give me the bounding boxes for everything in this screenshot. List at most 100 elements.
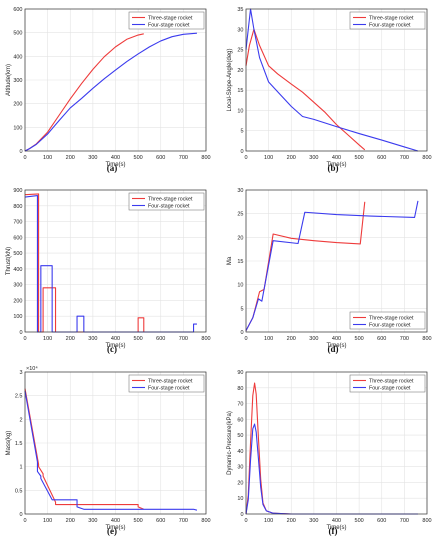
y-tick-label: 50: [237, 433, 243, 439]
y-tick-label: 1: [19, 465, 22, 471]
y-axis-label: Dynamic-Pressure(kPa): [227, 411, 233, 475]
x-tick-label: 0: [244, 336, 247, 342]
y-tick-label: 500: [13, 31, 22, 37]
panel-caption: (a): [107, 163, 118, 173]
legend-entry: Three-stage rocket: [369, 16, 414, 22]
x-tick-label: 100: [264, 155, 273, 161]
x-axis-label: Time(s): [105, 343, 125, 349]
x-tick-label: 800: [201, 155, 210, 161]
y-tick-label: 2.5: [15, 394, 23, 400]
y-tick-label: 400: [13, 54, 22, 60]
x-tick-label: 500: [134, 518, 143, 524]
x-tick-label: 400: [332, 336, 341, 342]
panel-e: 0 100 200 300 400 500 600 700 800 0 0.5 1 1.5 2 2.5 3 ×1…: [6, 365, 211, 536]
y-tick-label: 70: [237, 402, 243, 408]
x-tick-label: 200: [287, 155, 296, 161]
panel-caption: (b): [328, 163, 339, 173]
y-tick-label: 25: [237, 212, 243, 218]
legend-entry: Four-stage rocket: [148, 23, 190, 29]
x-tick-label: 100: [43, 336, 52, 342]
x-axis-label: Time(s): [326, 525, 346, 531]
legend-box: [128, 192, 205, 211]
x-tick-label: 500: [134, 336, 143, 342]
y-tick-label: 80: [237, 386, 243, 392]
legend-entry: Three-stage rocket: [369, 316, 414, 322]
x-tick-label: 300: [88, 336, 97, 342]
y-tick-label: 100: [13, 314, 22, 320]
x-tick-label: 700: [400, 336, 409, 342]
legend-box: [128, 11, 205, 30]
y-tick-label: 1.5: [15, 441, 23, 447]
x-tick-label: 200: [287, 336, 296, 342]
legend-box: [349, 11, 426, 30]
y-tick-label: 5: [240, 129, 243, 135]
series-line-three-stage: [245, 382, 365, 515]
x-tick-label: 500: [355, 155, 364, 161]
x-tick-label: 600: [377, 518, 386, 524]
series-line-four-stage: [245, 200, 419, 331]
y-tick-label: 900: [13, 188, 22, 194]
x-tick-label: 200: [66, 518, 75, 524]
x-tick-label: 0: [244, 155, 247, 161]
y-tick-label: 15: [237, 88, 243, 94]
y-tick-label: 0: [19, 330, 22, 336]
y-tick-label: 700: [13, 220, 22, 226]
x-tick-label: 300: [88, 155, 97, 161]
panel-b: 0 100 200 300 400 500 600 700 800 0 5 10 15 20 25 30 35 T…: [227, 7, 432, 173]
legend-box: [128, 374, 205, 393]
x-tick-label: 0: [23, 518, 26, 524]
panel-caption: (d): [328, 344, 339, 354]
y-tick-label: 20: [237, 68, 243, 74]
x-tick-label: 600: [156, 336, 165, 342]
series-line-three-stage: [24, 388, 144, 510]
series-line-three-stage: [24, 33, 144, 152]
y-tick-label: 60: [237, 417, 243, 423]
x-tick-label: 400: [332, 155, 341, 161]
y-axis-label: Thrust(kN): [6, 247, 12, 275]
x-tick-label: 100: [264, 518, 273, 524]
y-tick-label: 10: [237, 283, 243, 289]
x-tick-label: 700: [179, 518, 188, 524]
x-tick-label: 700: [400, 518, 409, 524]
series-line-four-stage: [24, 194, 197, 333]
axes-frame: [24, 189, 207, 333]
y-tick-label: 90: [237, 370, 243, 376]
legend-entry: Three-stage rocket: [369, 379, 414, 385]
x-tick-label: 800: [422, 518, 431, 524]
series-line-three-stage: [245, 201, 366, 331]
y-tick-label: 2: [19, 417, 22, 423]
y-tick-label: 10: [237, 496, 243, 502]
series-line-three-stage: [245, 28, 366, 151]
series-line-four-stage: [245, 8, 419, 152]
x-tick-label: 500: [355, 518, 364, 524]
panel-caption: (e): [107, 526, 117, 536]
x-tick-label: 600: [377, 336, 386, 342]
x-tick-label: 100: [43, 518, 52, 524]
y-tick-label: 40: [237, 449, 243, 455]
x-tick-label: 400: [111, 336, 120, 342]
panel-caption: (f): [329, 526, 338, 536]
legend-entry: Three-stage rocket: [148, 197, 193, 203]
x-tick-label: 100: [43, 155, 52, 161]
axes-frame: [245, 371, 428, 515]
y-tick-label: 0.5: [15, 488, 23, 494]
x-tick-label: 0: [23, 336, 26, 342]
panel-d: 0 100 200 300 400 500 600 700 800 0 5 10 15 20 25 30 Tim…: [227, 188, 432, 354]
y-tick-label: 400: [13, 267, 22, 273]
axes-frame: [245, 8, 428, 152]
x-tick-label: 800: [422, 155, 431, 161]
x-axis-label: Time(s): [105, 162, 125, 168]
y-tick-label: 0: [240, 149, 243, 155]
x-axis-label: Time(s): [105, 525, 125, 531]
legend-box: [349, 311, 426, 330]
x-tick-label: 0: [244, 518, 247, 524]
y-tick-label: 30: [237, 188, 243, 194]
y-axis-label: Mass(kg): [6, 431, 12, 456]
y-tick-label: 30: [237, 465, 243, 471]
legend-entry: Three-stage rocket: [148, 16, 193, 22]
axes-frame: [245, 189, 428, 333]
x-tick-label: 700: [179, 155, 188, 161]
